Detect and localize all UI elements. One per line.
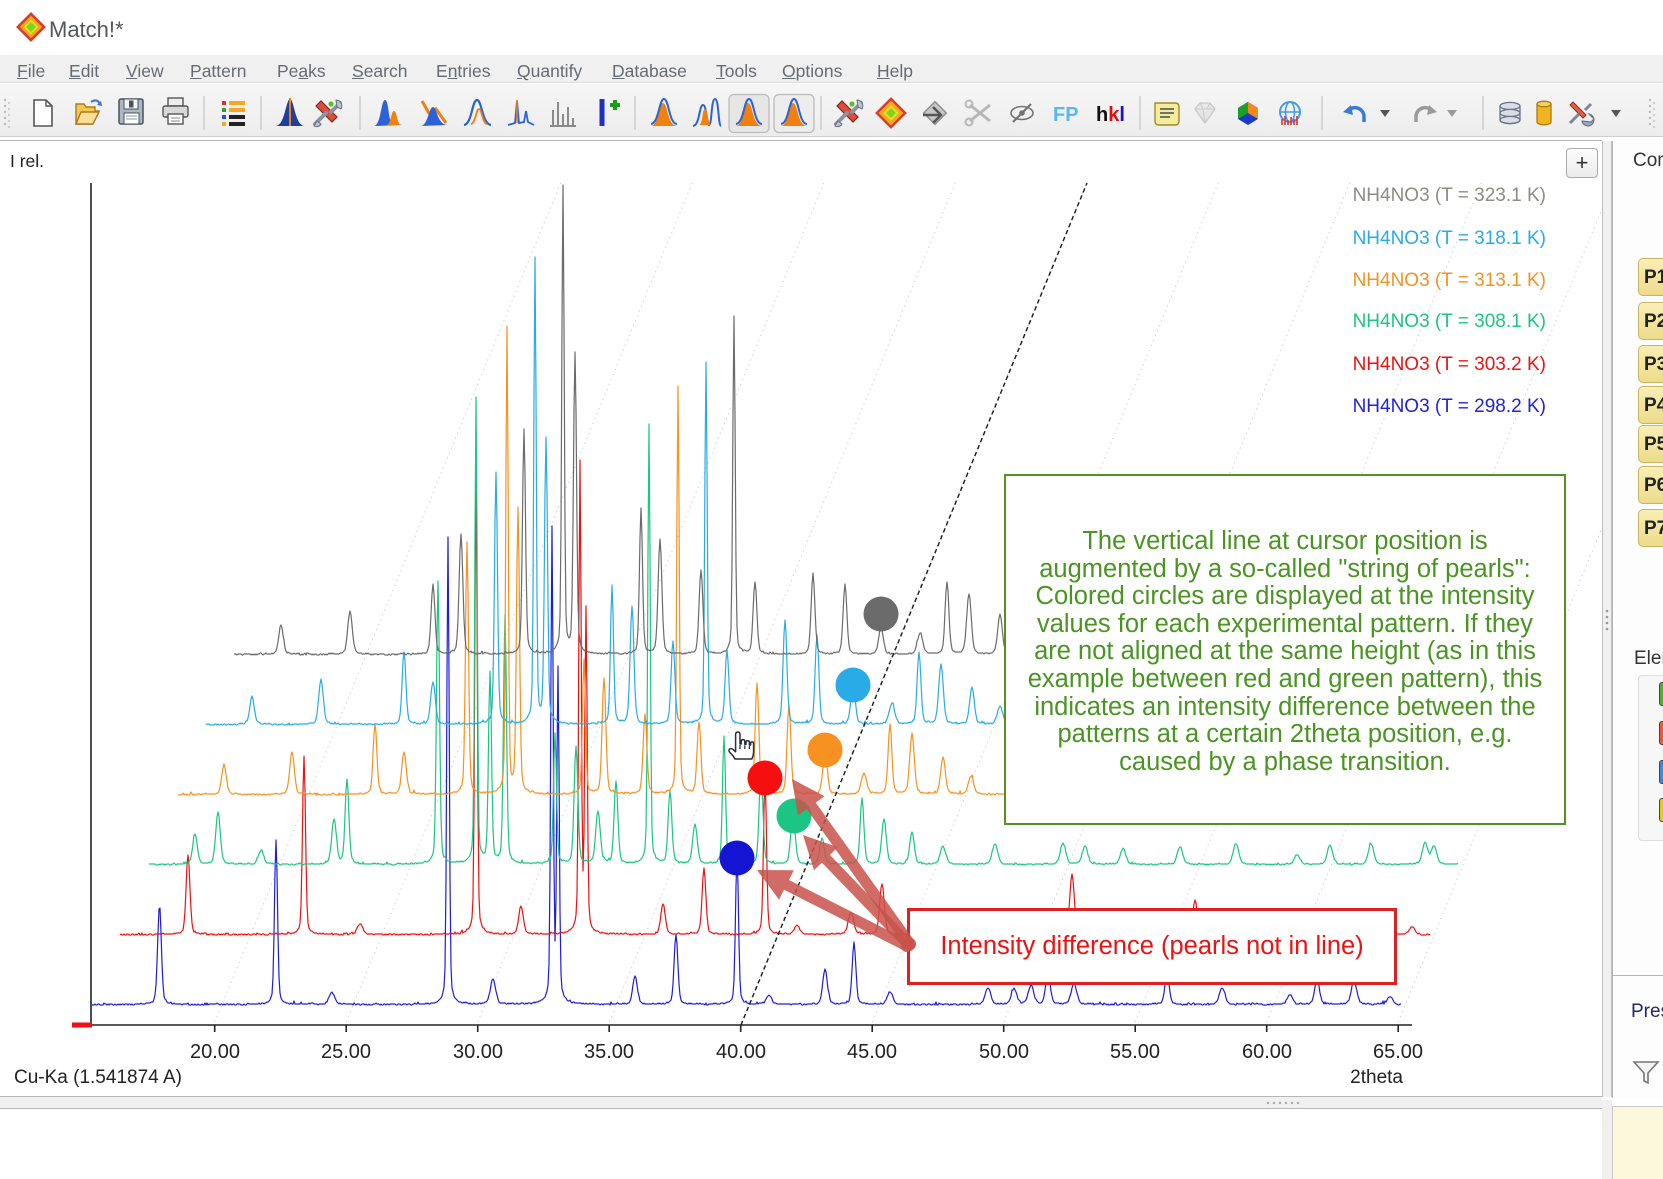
svg-text:FP: FP: [1053, 104, 1079, 126]
svg-text:hkl: hkl: [1096, 104, 1125, 126]
